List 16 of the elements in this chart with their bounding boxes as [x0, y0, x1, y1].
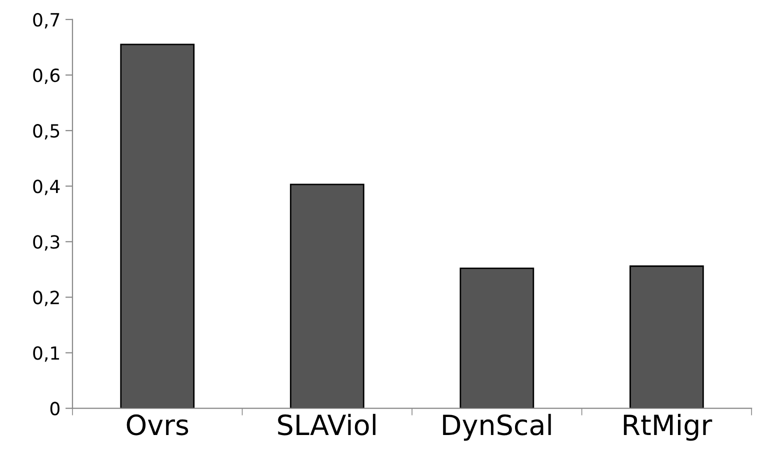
- y-tick-label: 0,6: [33, 68, 60, 84]
- x-tick-label: DynScal: [443, 414, 551, 441]
- y-tick-label: 0,7: [33, 12, 60, 28]
- bar: [120, 44, 195, 408]
- y-tick-label: 0,3: [33, 235, 60, 251]
- y-tick-label: 0,1: [33, 346, 60, 362]
- y-tick-label: 0,2: [33, 290, 59, 306]
- x-tick-label: Ovrs: [126, 414, 188, 436]
- y-tick-label: 0: [50, 402, 60, 416]
- x-tick-label: SLAViol: [278, 414, 376, 436]
- bar: [460, 268, 534, 408]
- y-tick-label: 0,4: [33, 180, 60, 196]
- y-tick-label: 0,5: [33, 124, 60, 140]
- bar: [290, 184, 364, 408]
- x-tick-label: RtMigr: [624, 414, 712, 441]
- bar: [629, 265, 704, 408]
